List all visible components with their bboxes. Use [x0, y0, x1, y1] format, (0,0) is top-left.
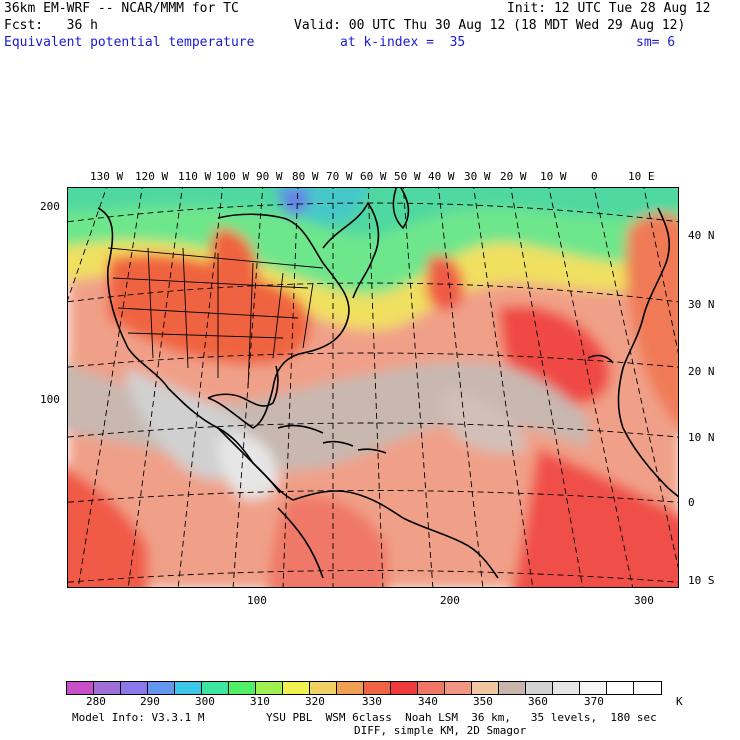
- init-time: Init: 12 UTC Tue 28 Aug 12: [507, 1, 711, 16]
- lon-label: 120 W: [135, 170, 169, 183]
- lon-label: 0: [591, 170, 598, 183]
- colorbar-label: 370: [584, 695, 604, 708]
- colorbar-label: 300: [195, 695, 215, 708]
- grid-y-label: 200: [40, 200, 60, 213]
- lon-label: 50 W: [394, 170, 421, 183]
- lat-label: 10 S: [688, 574, 715, 587]
- level-label: at k-index = 35: [340, 35, 466, 50]
- graticule: [68, 188, 678, 587]
- political-borders: [107, 247, 324, 389]
- lon-label: 60 W: [360, 170, 387, 183]
- colorbar-swatch: [445, 682, 472, 694]
- model-title: 36km EM-WRF -- NCAR/MMM for TC: [4, 1, 239, 16]
- colorbar-swatch: [256, 682, 283, 694]
- colorbar-swatch: [121, 682, 148, 694]
- lon-label: 20 W: [500, 170, 527, 183]
- colorbar-label: 320: [305, 695, 325, 708]
- colorbar-swatch: [580, 682, 607, 694]
- lat-label: 0: [688, 496, 695, 509]
- colorbar-label: 310: [250, 695, 270, 708]
- model-info: Model Info: V3.3.1 M: [72, 711, 205, 724]
- colorbar-label: 330: [362, 695, 382, 708]
- colorbar-label: 340: [418, 695, 438, 708]
- colorbar-swatch: [148, 682, 175, 694]
- smoothing-label: sm= 6: [636, 35, 676, 50]
- colorbar-swatch: [634, 682, 661, 694]
- lon-label: 110 W: [178, 170, 212, 183]
- lat-label: 40 N: [688, 229, 715, 242]
- grid-x-label: 300: [634, 594, 654, 607]
- colorbar-swatch: [175, 682, 202, 694]
- lat-label: 30 N: [688, 298, 715, 311]
- lon-label: 130 W: [90, 170, 124, 183]
- physics-info: YSU PBL WSM 6class Noah LSM 36 km, 35 le…: [266, 711, 657, 724]
- colorbar-swatch: [553, 682, 580, 694]
- colorbar-swatch: [283, 682, 310, 694]
- lat-label: 10 N: [688, 431, 715, 444]
- diffusion-info: DIFF, simple KM, 2D Smagor: [354, 724, 527, 737]
- colorbar-swatch: [202, 682, 229, 694]
- lon-label: 10 W: [540, 170, 567, 183]
- lon-label: 40 W: [428, 170, 455, 183]
- colorbar: [66, 681, 662, 695]
- colorbar-swatch: [607, 682, 634, 694]
- lon-label: 30 W: [464, 170, 491, 183]
- colorbar-label: 360: [528, 695, 548, 708]
- field-shading: [68, 188, 678, 587]
- colorbar-swatch: [364, 682, 391, 694]
- colorbar-swatch: [94, 682, 121, 694]
- lon-label: 80 W: [292, 170, 319, 183]
- colorbar-swatch: [229, 682, 256, 694]
- colorbar-swatch: [499, 682, 526, 694]
- lat-label: 20 N: [688, 365, 715, 378]
- colorbar-swatch: [67, 682, 94, 694]
- colorbar-unit: K: [676, 695, 683, 708]
- valid-time: Valid: 00 UTC Thu 30 Aug 12 (18 MDT Wed …: [294, 18, 686, 33]
- colorbar-swatch: [418, 682, 445, 694]
- lon-label: 10 E: [628, 170, 655, 183]
- colorbar-swatch: [526, 682, 553, 694]
- theta-e-map: [67, 187, 679, 588]
- grid-x-label: 100: [247, 594, 267, 607]
- colorbar-swatch: [391, 682, 418, 694]
- lon-label: 100 W: [216, 170, 250, 183]
- colorbar-label: 290: [140, 695, 160, 708]
- grid-y-label: 100: [40, 393, 60, 406]
- lon-label: 90 W: [256, 170, 283, 183]
- colorbar-label: 280: [86, 695, 106, 708]
- colorbar-swatch: [310, 682, 337, 694]
- grid-x-label: 200: [440, 594, 460, 607]
- field-name: Equivalent potential temperature: [4, 35, 255, 50]
- coastlines: [97, 188, 678, 579]
- colorbar-swatch: [337, 682, 364, 694]
- forecast-hour: Fcst: 36 h: [4, 18, 98, 33]
- lon-label: 70 W: [326, 170, 353, 183]
- colorbar-swatch: [472, 682, 499, 694]
- colorbar-label: 350: [473, 695, 493, 708]
